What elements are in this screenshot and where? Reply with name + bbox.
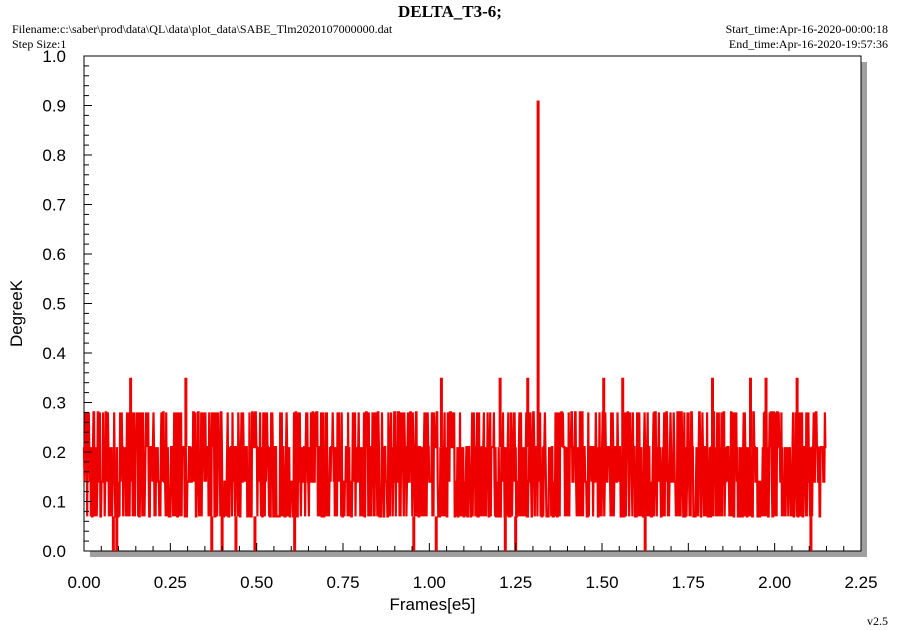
x-tick-label-6: 1.50 [585, 573, 618, 592]
end-time-label: End_time:Apr-16-2020-19:57:36 [728, 37, 888, 51]
x-tick-label-2: 0.50 [240, 573, 273, 592]
series-line [82, 411, 827, 518]
version-label: v2.5 [867, 614, 888, 628]
y-tick-label-4: 0.4 [42, 344, 66, 363]
chart-title: DELTA_T3-6; [398, 2, 502, 21]
y-tick-label-9: 0.9 [42, 97, 66, 116]
y-tick-label-8: 0.8 [42, 146, 66, 165]
start-time-label: Start_time:Apr-16-2020-00:00:18 [725, 22, 888, 36]
x-tick-label-0: 0.00 [67, 573, 100, 592]
tick-layer [83, 55, 862, 552]
y-tick-label-6: 0.6 [42, 245, 66, 264]
x-tick-label-5: 1.25 [499, 573, 532, 592]
y-tick-label-1: 0.1 [42, 493, 66, 512]
y-tick-label-5: 0.5 [42, 295, 66, 314]
y-tick-label-10: 1.0 [42, 47, 66, 66]
x-tick-label-9: 2.25 [844, 573, 877, 592]
y-tick-label-0: 0.0 [42, 542, 66, 561]
y-tick-label-7: 0.7 [42, 196, 66, 215]
x-tick-label-1: 0.25 [154, 573, 187, 592]
y-tick-label-2: 0.2 [42, 443, 66, 462]
y-axis-label: DegreeK [7, 279, 26, 347]
filename-label: Filename:c:\saber\prod\data\QL\data\plot… [12, 22, 393, 36]
x-tick-label-7: 1.75 [672, 573, 705, 592]
step-size-label: Step Size:1 [12, 37, 67, 51]
label-layer: 0.0 0.1 0.2 0.3 0.4 0.5 0.6 0.7 0.8 0.9 1.0 0.00 0.2… [42, 47, 877, 592]
y-tick-label-3: 0.3 [42, 394, 66, 413]
x-axis-label: Frames[e5] [390, 595, 476, 614]
series-layer [82, 100, 827, 551]
x-tick-label-3: 0.75 [326, 573, 359, 592]
x-tick-label-4: 1.00 [413, 573, 446, 592]
x-tick-label-8: 2.00 [758, 573, 791, 592]
